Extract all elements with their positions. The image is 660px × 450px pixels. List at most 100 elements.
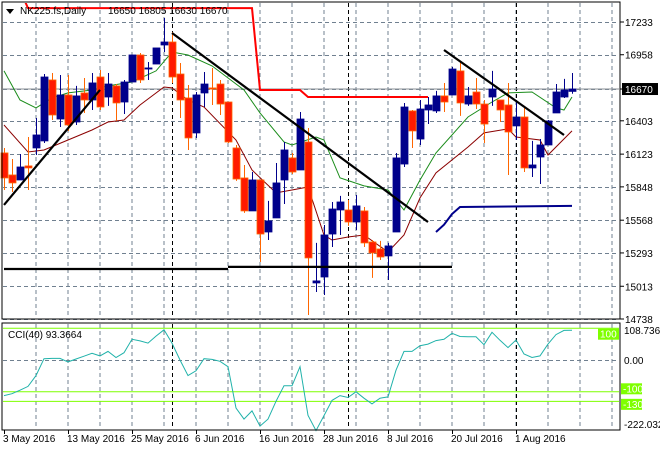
ma-slow-line xyxy=(3,86,573,253)
candle xyxy=(352,194,361,230)
candle-body xyxy=(216,83,225,105)
candle xyxy=(528,140,537,177)
candle xyxy=(24,136,33,190)
candle xyxy=(128,54,137,83)
ohlc-label: 16650 16805 16630 16670 xyxy=(108,6,228,17)
cci-label: CCI(40) 93.3664 xyxy=(8,330,82,341)
candle-body xyxy=(424,104,433,111)
candle-body xyxy=(208,87,217,90)
candle-body xyxy=(360,210,369,244)
candle-body xyxy=(328,208,337,235)
candle-body xyxy=(440,95,449,103)
candle-body xyxy=(416,108,425,140)
candle-body xyxy=(16,166,25,181)
price-tick-label: 16403 xyxy=(625,117,653,128)
date-label: 8 Jul 2016 xyxy=(387,434,434,445)
candle xyxy=(328,201,337,247)
candle xyxy=(8,159,17,192)
candle xyxy=(552,84,561,114)
candle xyxy=(32,117,41,155)
candle xyxy=(392,152,401,233)
candle-body xyxy=(224,101,233,143)
candle-body xyxy=(384,245,393,257)
candle xyxy=(232,144,241,181)
candle-body xyxy=(232,147,241,180)
candle xyxy=(416,99,425,145)
support-line xyxy=(435,204,573,233)
candle xyxy=(144,61,153,80)
candle xyxy=(48,72,57,120)
symbol-label: NK225.fs,Daily xyxy=(20,6,86,17)
candle-body xyxy=(136,54,145,81)
candle-body xyxy=(400,106,409,165)
cci-tick-label: 0.00 xyxy=(624,356,644,367)
date-label: 3 May 2016 xyxy=(3,434,56,445)
trend-line[interactable] xyxy=(3,89,101,206)
candle-body xyxy=(104,83,113,98)
trend-line[interactable] xyxy=(171,32,429,223)
candle xyxy=(568,72,577,94)
candle xyxy=(272,162,281,219)
candle xyxy=(344,199,353,226)
candle-body xyxy=(40,76,49,142)
price-tick-label: 17233 xyxy=(625,18,653,29)
candle-body xyxy=(48,79,57,116)
candle xyxy=(224,101,233,143)
candle xyxy=(408,109,417,148)
candle xyxy=(384,242,393,280)
candle xyxy=(504,82,513,175)
candle xyxy=(152,47,161,65)
candle-body xyxy=(24,165,33,169)
candle-body xyxy=(272,182,281,219)
candle-body xyxy=(456,70,465,104)
candle xyxy=(240,164,249,213)
candle-body xyxy=(240,177,249,212)
candle-body xyxy=(552,91,561,114)
cci-level-label: -130 xyxy=(623,400,643,411)
candle-body xyxy=(64,94,73,126)
candle-body xyxy=(128,54,137,83)
candle-body xyxy=(448,68,457,96)
candle-body xyxy=(288,157,297,173)
candle-body xyxy=(480,103,489,125)
candle xyxy=(112,84,121,121)
candle xyxy=(40,74,49,143)
candle-body xyxy=(120,81,129,103)
candle-body xyxy=(152,47,161,65)
candle-body xyxy=(512,116,521,127)
candle xyxy=(176,62,185,118)
candle-body xyxy=(256,179,265,235)
candle xyxy=(424,96,433,125)
candles xyxy=(0,17,577,315)
candle-body xyxy=(32,134,41,149)
candle xyxy=(16,154,25,181)
cci-level-badge xyxy=(621,383,642,395)
candle xyxy=(104,72,113,106)
candle xyxy=(296,111,305,171)
candle xyxy=(304,127,313,315)
candle-body xyxy=(312,280,321,284)
candle xyxy=(280,141,289,205)
cci-tick-label: 108.7365 xyxy=(624,326,660,337)
price-tick-label: 15568 xyxy=(625,216,653,227)
candle-body xyxy=(408,110,417,132)
trend-lines[interactable] xyxy=(3,32,565,271)
overlays xyxy=(3,3,573,253)
candle xyxy=(120,79,129,115)
candle xyxy=(376,240,385,260)
cci-level-label: 100 xyxy=(600,330,617,341)
dropdown-triangle-icon[interactable] xyxy=(6,9,14,14)
price-tick-label: 15293 xyxy=(625,249,653,260)
candle xyxy=(88,72,97,110)
candle xyxy=(536,139,545,185)
cci-pane xyxy=(3,327,619,432)
price-tick-label: 14738 xyxy=(625,315,653,326)
candle-body xyxy=(368,241,377,254)
candle-body xyxy=(184,97,193,139)
candle-body xyxy=(488,88,497,98)
candle-body xyxy=(464,95,473,105)
date-label: 13 May 2016 xyxy=(67,434,125,445)
trend-line[interactable] xyxy=(443,49,565,136)
candle xyxy=(368,239,377,278)
